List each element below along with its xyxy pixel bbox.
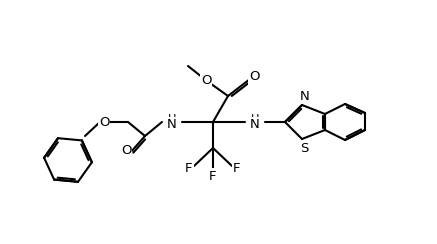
Text: H: H xyxy=(251,114,259,124)
Text: O: O xyxy=(99,115,109,129)
Text: F: F xyxy=(209,170,217,183)
Text: O: O xyxy=(249,71,259,83)
Text: N: N xyxy=(250,119,260,132)
Text: N: N xyxy=(167,119,177,132)
Text: F: F xyxy=(185,162,193,174)
Text: H: H xyxy=(168,114,176,124)
Text: N: N xyxy=(300,90,310,102)
Text: S: S xyxy=(300,142,308,154)
Text: O: O xyxy=(121,144,131,157)
Text: O: O xyxy=(201,73,211,87)
Text: F: F xyxy=(233,162,241,174)
